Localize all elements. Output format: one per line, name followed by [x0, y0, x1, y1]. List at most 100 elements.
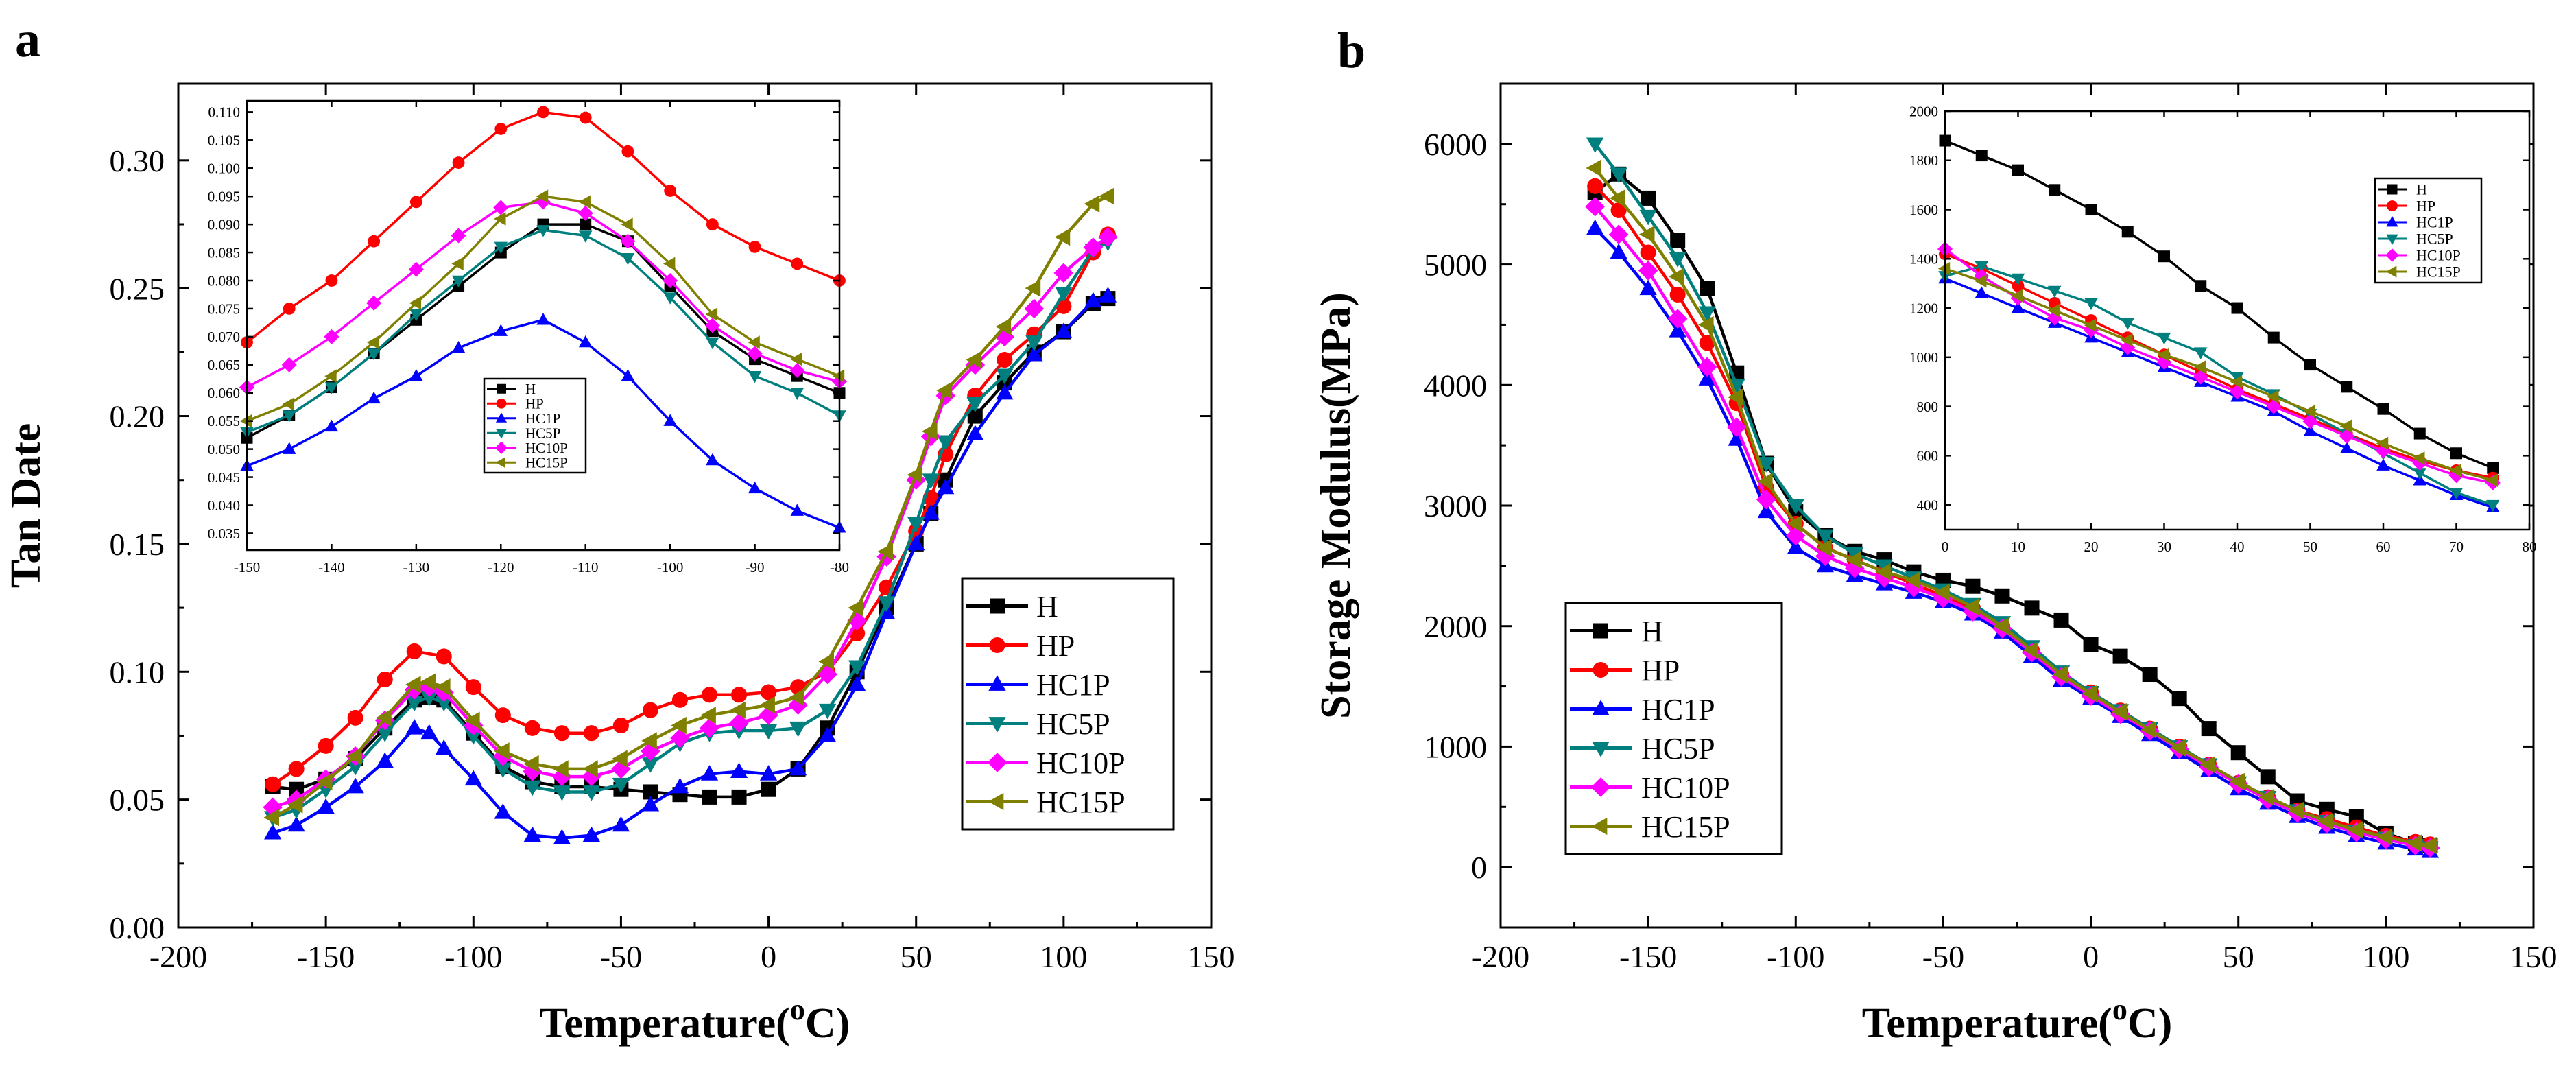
- panel-b-inset-point-hc1p: [2011, 300, 2025, 313]
- panel-b-point-hc5p: [1787, 499, 1804, 515]
- panel-a-inset-point-hc10p: [493, 200, 509, 215]
- panel-b-inset-point-hc1p: [1975, 286, 1989, 298]
- panel-a-inset-point-hp: [537, 106, 549, 119]
- panel-a-point-hc1p: [317, 798, 335, 814]
- panel-a-inset-point-hc15p: [748, 335, 760, 349]
- panel-b-point-hc15p: [2288, 801, 2304, 820]
- panel-a-point-hc15p: [420, 673, 436, 691]
- panel-a-ylabel: Tan Date: [3, 423, 49, 589]
- panel-a-inset-xtick-label: -150: [234, 559, 261, 576]
- panel-a-inset-point-hc10p: [324, 329, 339, 344]
- panel-a-point-hc5p: [582, 785, 601, 801]
- panel-a-legend-label-hc5p: HC5P: [1036, 707, 1110, 741]
- panel-b-inset-xtick-label: 70: [2449, 538, 2464, 555]
- panel-b-label: b: [1337, 23, 1365, 79]
- panel-b-point-hc5p: [1669, 252, 1686, 268]
- panel-a-point-hc15p: [966, 351, 982, 369]
- panel-b-point-hc15p: [1698, 316, 1714, 334]
- panel-b-inset-xtick-label: 60: [2376, 538, 2391, 555]
- panel-a-inset-legend-label-hp: HP: [525, 396, 544, 412]
- panel-a-legend-marker-h: [990, 598, 1005, 614]
- panel-b-point-hc5p: [1610, 167, 1627, 183]
- panel-a-point-hc1p: [287, 816, 305, 832]
- panel-a-point-hc15p: [464, 711, 480, 729]
- panel-a-point-hc15p: [936, 381, 953, 399]
- panel-a-inset-ytick-label: 0.085: [208, 244, 240, 261]
- panel-b-point-hc1p: [1639, 279, 1657, 296]
- panel-b-point-hc1p: [1610, 243, 1627, 259]
- panel-b-ytick-label: 3000: [1424, 488, 1487, 523]
- panel-b-xlabel: Temperature(oC): [1862, 993, 2172, 1047]
- panel-a-inset-point-hc5p: [451, 275, 466, 288]
- panel-a-point-hc1p: [922, 504, 940, 520]
- panel-a-point-hc5p: [907, 517, 925, 533]
- panel-a-xtick-label: 50: [901, 939, 932, 974]
- panel-b-inset-point-hc15p: [2267, 390, 2279, 404]
- panel-b-point-hc15p: [1905, 571, 1920, 589]
- panel-b-legend-label-hc5p: HC5P: [1641, 732, 1715, 766]
- panel-b-point-h: [2083, 637, 2099, 652]
- panel-b-inset-legend-label-h: H: [2416, 181, 2427, 198]
- panel-a-legend-marker-hc1p: [988, 675, 1006, 691]
- panel-a-legend-label-hc15p: HC15P: [1036, 785, 1125, 819]
- panel-a-point-hc1p: [523, 826, 541, 842]
- panel-a-point-hc1p: [1099, 287, 1117, 303]
- panel-a-inset-point-hc10p: [535, 194, 551, 210]
- panel-a-inset-point-hc10p: [366, 295, 382, 311]
- panel-b-inset-point-hc15p: [2230, 375, 2243, 389]
- panel-a-point-hp: [347, 709, 363, 726]
- panel-a-inset-point-hc10p: [281, 357, 297, 372]
- panel-a-inset-point-hc15p: [663, 257, 676, 271]
- panel-b-point-hc15p: [1964, 597, 1979, 616]
- panel-b-point-hp: [1610, 202, 1627, 219]
- panel-a-ytick-label: 0.10: [110, 654, 165, 689]
- panel-a-inset-ytick-label: 0.110: [208, 104, 240, 121]
- panel-a-inset-ytick-label: 0.080: [208, 272, 240, 289]
- panel-a-point-hc1p: [405, 719, 423, 735]
- panel-a-inset-point-hc1p: [409, 368, 423, 381]
- panel-b-inset-point-hc15p: [2303, 404, 2315, 418]
- panel-a-inset-point-hc5p: [748, 370, 762, 383]
- panel-a-point-hp: [701, 687, 718, 703]
- panel-b-point-h: [2201, 721, 2217, 737]
- panel-a-point-hc15p: [376, 709, 392, 727]
- panel-b-inset-ytick-label: 1200: [1909, 300, 1938, 316]
- panel-b-inset-point-hc1p: [2376, 458, 2390, 471]
- panel-a-point-hc15p: [848, 599, 864, 617]
- panel-b-inset-legend-marker-hc15p: [2386, 265, 2397, 278]
- panel-a-point-hc10p: [641, 741, 660, 761]
- panel-b-point-hc15p: [2023, 641, 2038, 659]
- panel-b-inset-legend-box: [2374, 177, 2483, 284]
- panel-a-point-hc5p: [464, 729, 482, 745]
- panel-a-point-hp: [583, 725, 599, 742]
- panel-a-inset-point-hc15p: [578, 195, 591, 209]
- panel-b-inset-point-h: [2121, 226, 2134, 238]
- panel-b-xtick-label: 100: [2362, 939, 2409, 974]
- panel-b-inset-point-hc15p: [2084, 318, 2097, 332]
- panel-b-inset-point-hc5p: [2157, 332, 2171, 345]
- panel-a-xlabel-text: Temperature(: [540, 1000, 790, 1047]
- panel-a-point-hp: [265, 776, 281, 792]
- panel-a-inset-point-hp: [368, 235, 381, 248]
- panel-b-legend-label-h: H: [1641, 615, 1663, 648]
- panel-b-inset-point-hc5p: [2121, 318, 2135, 330]
- panel-b-point-h: [2230, 745, 2246, 761]
- panel-a-point-h: [761, 781, 776, 797]
- panel-a-point-hc15p: [553, 760, 569, 778]
- panel-b-inset-point-hc15p: [1937, 261, 1951, 276]
- panel-a-point-hc15p: [523, 755, 539, 773]
- panel-a-ytick-label: 0.05: [110, 783, 165, 818]
- panel-b-point-hc5p: [1586, 137, 1604, 154]
- panel-b-inset-group: 0 10 20 30 40 50 60 70 80 400 600 800 1000 1200 1400 16…: [1909, 103, 2537, 555]
- panel-a-inset-point-hc5p: [578, 230, 593, 243]
- panel-a-point-hc15p: [405, 676, 421, 694]
- panel-a-xtick-label: -150: [297, 939, 355, 974]
- panel-a-label: a: [15, 12, 40, 68]
- panel-b-xlabel-degree: o: [2112, 993, 2127, 1026]
- panel-a-inset-point-hc10p: [620, 233, 636, 249]
- panel-a-inset-point-hc1p: [451, 341, 466, 353]
- panel-b-inset-ytick-label: 1400: [1909, 251, 1938, 268]
- panel-a-ytick-label: 0.25: [110, 271, 165, 306]
- panel-b-legend-marker-hc15p: [1591, 817, 1608, 836]
- panel-b-inset-ytick-label: 1600: [1909, 202, 1938, 218]
